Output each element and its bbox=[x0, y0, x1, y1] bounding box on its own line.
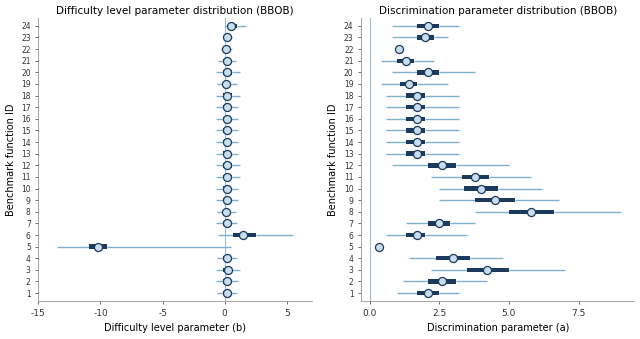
Bar bbox=[467, 268, 509, 272]
Bar bbox=[223, 186, 230, 191]
Bar bbox=[417, 70, 439, 75]
Y-axis label: Benchmark function ID: Benchmark function ID bbox=[328, 103, 339, 216]
Bar bbox=[223, 175, 232, 179]
Bar bbox=[223, 210, 229, 214]
Bar bbox=[223, 198, 230, 202]
Bar bbox=[406, 128, 426, 133]
Bar bbox=[234, 233, 256, 237]
Bar bbox=[406, 105, 426, 109]
Bar bbox=[428, 279, 456, 284]
Title: Discrimination parameter distribution (BBOB): Discrimination parameter distribution (B… bbox=[379, 5, 617, 16]
Bar bbox=[397, 59, 414, 63]
Bar bbox=[223, 291, 230, 295]
Bar bbox=[223, 140, 230, 144]
Bar bbox=[223, 268, 232, 272]
Bar bbox=[406, 117, 426, 121]
Bar bbox=[406, 233, 426, 237]
Bar bbox=[417, 35, 434, 40]
Bar bbox=[223, 105, 230, 109]
Bar bbox=[223, 221, 230, 225]
X-axis label: Difficulty level parameter (b): Difficulty level parameter (b) bbox=[104, 323, 246, 334]
Bar bbox=[223, 70, 232, 75]
Bar bbox=[223, 128, 230, 133]
Bar bbox=[223, 47, 228, 51]
Bar bbox=[223, 152, 230, 156]
Bar bbox=[428, 163, 456, 167]
Bar bbox=[225, 35, 230, 40]
X-axis label: Discrimination parameter (a): Discrimination parameter (a) bbox=[427, 323, 569, 334]
Bar bbox=[476, 198, 515, 202]
Bar bbox=[406, 93, 426, 98]
Bar bbox=[417, 291, 439, 295]
Bar bbox=[223, 82, 230, 86]
Bar bbox=[436, 256, 470, 260]
Bar bbox=[90, 244, 107, 249]
Title: Difficulty level parameter distribution (BBOB): Difficulty level parameter distribution … bbox=[56, 5, 294, 16]
Bar bbox=[509, 210, 554, 214]
Bar bbox=[223, 117, 230, 121]
Bar bbox=[465, 186, 498, 191]
Bar bbox=[223, 59, 230, 63]
Bar bbox=[417, 24, 439, 28]
Bar bbox=[223, 163, 232, 167]
Bar bbox=[228, 24, 237, 28]
Bar bbox=[406, 140, 426, 144]
Bar bbox=[406, 152, 426, 156]
Bar bbox=[400, 82, 417, 86]
Bar bbox=[223, 93, 232, 98]
Bar bbox=[223, 256, 231, 260]
Bar bbox=[223, 279, 231, 284]
Bar bbox=[428, 221, 451, 225]
Y-axis label: Benchmark function ID: Benchmark function ID bbox=[6, 103, 15, 216]
Bar bbox=[461, 175, 490, 179]
